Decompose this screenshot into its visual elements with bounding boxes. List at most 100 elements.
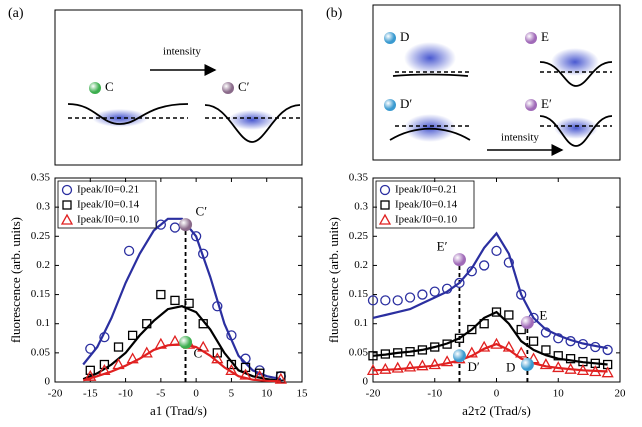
highlight-point	[520, 358, 534, 372]
x-tick-label: 20	[615, 388, 627, 400]
y-tick-label: 0.05	[31, 346, 51, 358]
marker	[577, 338, 589, 350]
highlight-point	[179, 335, 193, 349]
marker	[198, 319, 208, 329]
x-tick-label: 15	[297, 388, 309, 400]
sphere	[384, 32, 396, 44]
marker	[154, 337, 167, 349]
y-tick-label: 0.35	[31, 172, 51, 184]
marker	[405, 347, 415, 357]
marker	[184, 298, 194, 308]
schematic-label: intensity	[501, 132, 539, 144]
marker	[565, 354, 576, 364]
schematic-label: C′	[238, 79, 250, 94]
marker	[190, 231, 202, 242]
marker	[276, 371, 286, 381]
marker	[380, 295, 391, 306]
marker	[440, 355, 454, 367]
marker	[454, 277, 465, 289]
y-tick-label: 0.35	[349, 172, 369, 184]
marker	[99, 331, 110, 343]
marker	[226, 330, 237, 341]
marker	[198, 248, 209, 259]
y-tick-label: 0.15	[349, 288, 369, 300]
marker	[553, 333, 564, 344]
x-tick-label: -20	[366, 388, 381, 400]
y-tick-label: 0.1	[36, 317, 50, 329]
marker	[142, 319, 152, 329]
legend-label: Ipeak/I0=0.14	[395, 199, 458, 211]
marker	[478, 260, 490, 271]
legend-marker	[380, 200, 390, 210]
legend-marker	[61, 184, 73, 196]
y-tick-label: 0.05	[349, 346, 369, 358]
sphere	[525, 32, 537, 44]
x-tick-label: 10	[553, 388, 565, 400]
marker	[502, 340, 515, 352]
fit-curve	[372, 310, 608, 366]
schematic-label: C	[105, 79, 114, 94]
panel-label: (a)	[8, 6, 24, 21]
marker	[170, 295, 180, 306]
marker	[123, 245, 135, 257]
x-tick-label: 10	[261, 388, 273, 400]
marker	[212, 348, 222, 358]
marker	[127, 330, 138, 341]
x-tick-label: -20	[48, 388, 63, 400]
marker	[393, 348, 403, 358]
marker	[416, 359, 429, 371]
legend-label: Ipeak/I0=0.21	[77, 184, 139, 196]
potential-curve	[392, 73, 469, 77]
marker	[368, 351, 378, 361]
marker	[491, 245, 502, 257]
beam-blob	[404, 42, 456, 74]
marker	[404, 292, 416, 303]
marker	[98, 364, 111, 375]
marker	[441, 283, 453, 294]
legend-frame	[57, 180, 157, 229]
marker	[84, 369, 97, 381]
marker	[442, 339, 452, 349]
marker	[240, 362, 251, 373]
point-label: D	[506, 359, 515, 374]
beam-blob	[551, 48, 599, 76]
schematic-frame	[372, 4, 621, 161]
marker	[602, 344, 613, 356]
legend-label: Ipeak/I0=0.10	[395, 214, 458, 226]
potential-curve	[67, 103, 189, 125]
marker	[156, 289, 166, 300]
marker	[428, 358, 441, 370]
highlight-point	[452, 253, 466, 267]
marker	[403, 360, 417, 372]
marker	[417, 345, 428, 355]
legend-label: Ipeak/I0=0.21	[395, 184, 457, 196]
beam-blob	[228, 110, 276, 130]
marker	[467, 324, 477, 335]
point-label: C	[194, 345, 203, 360]
y-tick-label: 0.1	[354, 317, 368, 329]
marker	[454, 333, 465, 343]
marker	[417, 289, 428, 300]
marker	[169, 222, 181, 233]
marker	[392, 295, 403, 306]
marker	[367, 295, 379, 306]
schematic-label: E′	[541, 96, 552, 111]
marker	[465, 346, 478, 358]
y-tick-label: 0	[363, 376, 369, 388]
legend-marker	[378, 213, 392, 225]
y-tick-label: 0.2	[36, 259, 50, 271]
marker	[564, 362, 577, 374]
highlight-point	[179, 218, 193, 232]
sphere	[222, 82, 234, 94]
legend-label: Ipeak/I0=0.14	[77, 199, 140, 211]
point-label: C′	[196, 204, 208, 219]
potential-curve	[539, 115, 613, 147]
marker	[540, 327, 552, 338]
schematic-label: E	[541, 29, 549, 44]
marker	[515, 346, 528, 358]
y-axis-label: fluorescence (arb. units)	[8, 217, 23, 343]
legend-frame	[375, 180, 475, 229]
marker	[479, 319, 489, 329]
schematic-label: intensity	[163, 46, 201, 58]
marker	[126, 352, 139, 364]
